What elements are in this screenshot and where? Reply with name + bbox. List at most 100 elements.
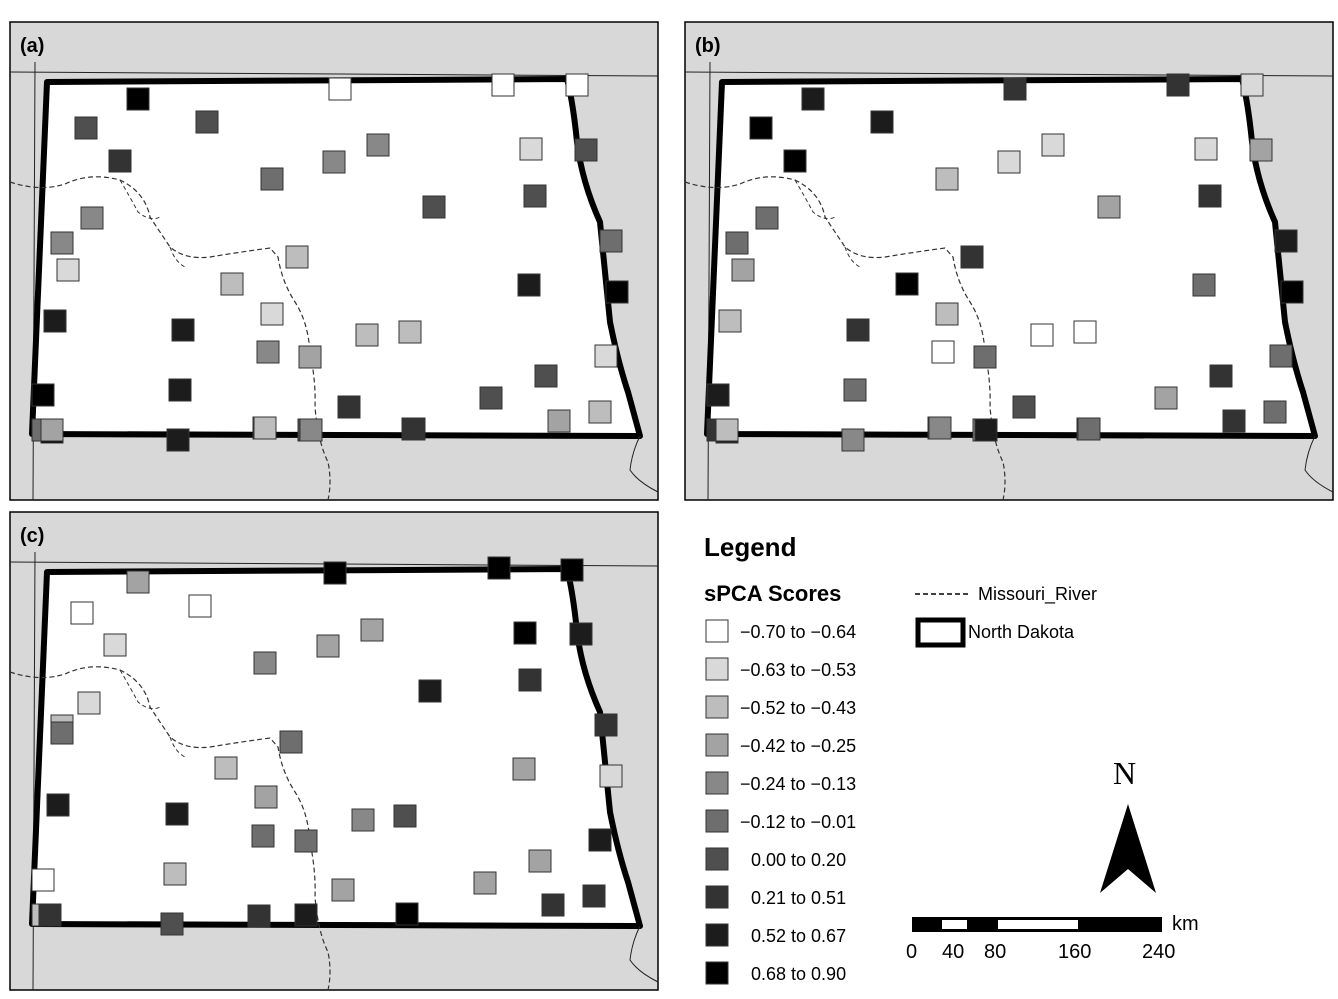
panel-c-label: (c): [20, 525, 44, 547]
site-marker: [517, 273, 541, 297]
panel-c: (c): [10, 512, 658, 990]
site-marker: [337, 395, 361, 419]
site-marker: [188, 594, 212, 618]
site-marker: [56, 258, 80, 282]
site-marker: [706, 383, 730, 407]
site-marker: [1222, 409, 1246, 433]
site-marker: [1269, 344, 1293, 368]
site-marker: [253, 651, 277, 675]
site-marker: [512, 757, 536, 781]
legend-swatch: [705, 657, 729, 681]
site-marker: [1249, 138, 1273, 162]
site-marker: [582, 884, 606, 908]
site-marker: [569, 622, 593, 646]
site-marker: [541, 893, 565, 917]
site-marker: [841, 428, 865, 452]
site-marker: [168, 378, 192, 402]
site-marker: [395, 902, 419, 926]
site-marker: [214, 756, 238, 780]
site-marker: [518, 668, 542, 692]
site-marker: [285, 245, 309, 269]
site-marker: [1274, 229, 1298, 253]
legend-class-label: −0.63 to −0.53: [740, 660, 856, 680]
site-marker: [870, 110, 894, 134]
site-marker: [513, 621, 537, 645]
site-marker: [50, 231, 74, 255]
site-marker: [298, 345, 322, 369]
site-marker: [77, 691, 101, 715]
site-marker: [299, 418, 323, 442]
site-marker: [960, 245, 984, 269]
scale-tick-80: 80: [984, 941, 1006, 963]
legend-swatch: [705, 695, 729, 719]
site-marker: [523, 184, 547, 208]
site-marker: [1166, 73, 1190, 97]
site-marker: [1194, 137, 1218, 161]
legend-swatch: [705, 733, 729, 757]
site-marker: [594, 344, 618, 368]
site-marker: [997, 150, 1021, 174]
legend-class-label: −0.70 to −0.64: [740, 622, 856, 642]
site-marker: [519, 137, 543, 161]
legend-class-label: −0.52 to −0.43: [740, 698, 856, 718]
legend-class-label: 0.21 to 0.51: [751, 888, 846, 908]
legend-swatch: [705, 771, 729, 795]
site-marker: [599, 764, 623, 788]
site-marker: [560, 558, 584, 582]
site-marker: [1041, 133, 1065, 157]
site-marker: [247, 904, 271, 928]
site-marker: [46, 793, 70, 817]
site-marker: [402, 417, 426, 441]
scale-tick-40: 40: [942, 941, 964, 963]
scale-tick-240: 240: [1142, 941, 1175, 963]
site-marker: [328, 77, 352, 101]
site-marker: [422, 195, 446, 219]
site-marker: [351, 808, 375, 832]
site-marker: [1012, 395, 1036, 419]
site-marker: [50, 721, 74, 745]
site-marker: [254, 785, 278, 809]
site-marker: [70, 601, 94, 625]
site-marker: [1154, 386, 1178, 410]
site-marker: [160, 912, 184, 936]
site-marker: [43, 309, 67, 333]
site-marker: [801, 87, 825, 111]
site-marker: [1263, 400, 1287, 424]
legend-classes: −0.70 to −0.64 −0.63 to −0.53 −0.52 to −0.…: [705, 619, 856, 985]
legend: Legend sPCA Scores −0.70 to −0.64 −0.63 t…: [704, 532, 1097, 985]
legend-class-label: −0.24 to −0.13: [740, 774, 856, 794]
scale-tick-160: 160: [1058, 941, 1091, 963]
site-marker: [1192, 273, 1216, 297]
site-marker: [80, 206, 104, 230]
site-marker: [731, 258, 755, 282]
site-marker: [171, 318, 195, 342]
north-arrow: N: [1100, 755, 1156, 893]
scale-bar: km 0 40 80 160 240: [906, 913, 1199, 963]
site-marker: [931, 340, 955, 364]
site-marker: [973, 345, 997, 369]
legend-swatch: [705, 847, 729, 871]
site-marker: [725, 231, 749, 255]
site-marker: [547, 409, 571, 433]
legend-title: Legend: [704, 532, 796, 562]
site-marker: [594, 713, 618, 737]
site-marker: [166, 428, 190, 452]
panel-b: (b): [685, 22, 1333, 500]
site-marker: [534, 364, 558, 388]
site-marker: [260, 302, 284, 326]
site-marker: [974, 418, 998, 442]
site-marker: [163, 862, 187, 886]
panel-c-sites: [31, 556, 623, 936]
site-marker: [528, 849, 552, 873]
site-marker: [843, 378, 867, 402]
site-marker: [393, 804, 417, 828]
site-marker: [487, 556, 511, 580]
site-marker: [473, 871, 497, 895]
site-marker: [565, 73, 589, 97]
site-marker: [195, 110, 219, 134]
site-marker: [126, 87, 150, 111]
site-marker: [103, 633, 127, 657]
legend-swatch: [705, 809, 729, 833]
site-marker: [74, 116, 98, 140]
